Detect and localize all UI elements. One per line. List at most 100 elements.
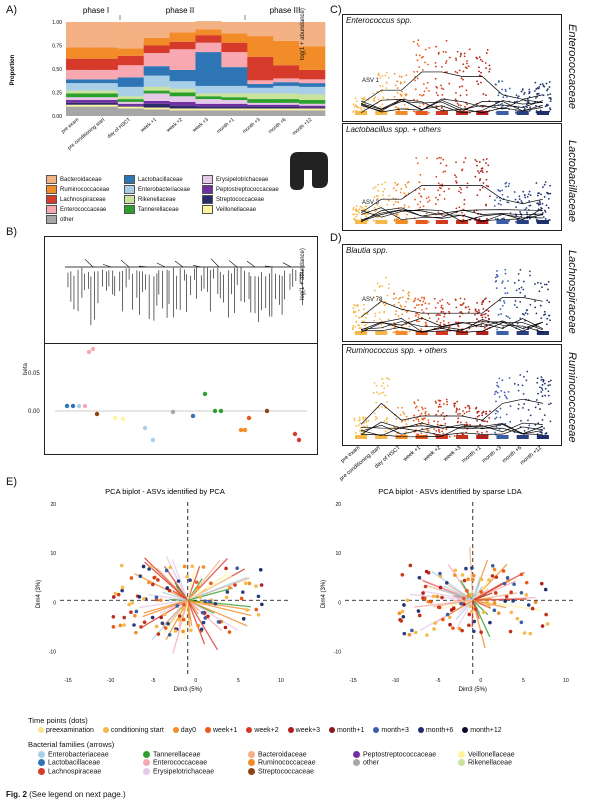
- a-bar-segment: [143, 45, 170, 54]
- abundance-dot: [447, 321, 450, 324]
- sample-dot: [203, 616, 208, 620]
- sample-dot: [421, 596, 425, 600]
- abundance-dot: [520, 200, 523, 202]
- sample-dot: [528, 631, 533, 636]
- sample-dot: [160, 621, 165, 626]
- abundance-dot: [465, 94, 468, 96]
- abundance-dot: [382, 194, 384, 197]
- a-bar-segment: [143, 53, 170, 67]
- abundance-dot: [513, 304, 516, 306]
- a-bar-segment: [273, 108, 300, 111]
- abundance-dot: [541, 395, 544, 397]
- sample-dot: [494, 591, 498, 595]
- abundance-dot: [485, 412, 487, 415]
- abundance-dot: [378, 286, 381, 288]
- abundance-dot: [541, 389, 544, 391]
- abundance-dot: [528, 109, 531, 112]
- abundance-dot: [458, 315, 461, 318]
- abundance-dot: [373, 319, 376, 322]
- abundance-dot: [463, 52, 466, 55]
- abundance-dot: [528, 92, 530, 95]
- abundance-dot: [394, 181, 397, 184]
- sample-dot: [260, 602, 264, 607]
- panel-d-label: D): [330, 232, 342, 244]
- abundance-dot: [458, 190, 460, 193]
- sample-dot: [421, 591, 425, 595]
- abundance-dot: [407, 292, 410, 295]
- abundance-dot: [504, 182, 507, 185]
- abundance-dot: [357, 424, 360, 426]
- abundance-dot: [488, 70, 491, 73]
- a-bar-segment: [247, 93, 274, 100]
- abundance-dot: [515, 94, 518, 97]
- abundance-dot: [518, 287, 521, 290]
- abundance-dot: [405, 431, 407, 434]
- abundance-dot: [548, 219, 551, 221]
- abundance-dot: [418, 181, 421, 184]
- abundance-dot: [547, 394, 550, 397]
- abundance-dot: [528, 204, 531, 207]
- abundance-dot: [363, 303, 365, 306]
- a-bar-segment: [117, 105, 144, 107]
- abundance-dot: [462, 161, 465, 164]
- sample-dot: [511, 599, 515, 603]
- a-bar-segment: [66, 47, 93, 59]
- abundance-dot: [467, 404, 470, 407]
- abundance-dot: [513, 191, 516, 193]
- abundance-dot: [405, 323, 408, 326]
- abundance-dot: [424, 48, 427, 51]
- abundance-dot: [520, 90, 523, 93]
- sample-dot: [127, 602, 131, 607]
- a-bar-segment: [247, 106, 274, 109]
- abundance-dot: [373, 97, 375, 100]
- abundance-dot: [479, 58, 482, 61]
- abundance-dot: [382, 302, 385, 305]
- abundance-dot: [363, 107, 366, 110]
- abundance-dot: [435, 413, 437, 416]
- a-bar-segment: [299, 46, 326, 70]
- sample-dot: [471, 577, 475, 582]
- abundance-dot: [462, 63, 465, 66]
- a-xlabel: week +2: [166, 117, 184, 134]
- sample-dot: [402, 631, 407, 636]
- abundance-dot: [517, 384, 520, 386]
- caption-bold: Fig. 2: [6, 790, 27, 799]
- beta-point: [246, 415, 252, 421]
- abundance-dot: [539, 431, 542, 434]
- abundance-dot: [549, 100, 552, 103]
- sample-dot: [182, 564, 187, 569]
- abundance-dot: [418, 320, 420, 323]
- a-bar-segment: [221, 22, 248, 34]
- abundance-dot: [535, 104, 537, 107]
- abundance-dot: [443, 323, 445, 326]
- abundance-dot: [467, 311, 470, 314]
- a-bar-segment: [169, 81, 196, 89]
- sample-dot: [462, 578, 467, 583]
- abundance-dot: [445, 51, 447, 54]
- sample-dot: [502, 581, 507, 586]
- abundance-dot: [388, 194, 391, 197]
- a-bar-segment: [221, 52, 248, 68]
- abundance-dot: [544, 387, 547, 390]
- sample-dot: [465, 589, 469, 593]
- abundance-dot: [418, 299, 421, 302]
- abundance-dot: [448, 435, 451, 438]
- abundance-dot: [459, 104, 462, 107]
- abundance-dot: [398, 75, 401, 78]
- abundance-dot: [360, 106, 363, 109]
- a-bar-segment: [117, 103, 144, 106]
- a-bar-segment: [66, 79, 93, 84]
- abundance-dot: [502, 96, 505, 99]
- panel-a-figure: 0.00 0.25 0.50 0.75 1.00 Proportion phase I pha…: [10, 6, 328, 190]
- a-bar-segment: [247, 22, 274, 37]
- abundance-dot: [381, 285, 384, 287]
- abundance-dot: [474, 175, 477, 178]
- abundance-dot: [377, 393, 380, 396]
- a-bar-segment: [117, 106, 144, 109]
- sample-dot: [118, 623, 123, 628]
- abundance-dot: [419, 206, 422, 209]
- abundance-dot: [425, 197, 428, 200]
- abundance-dot: [477, 83, 480, 86]
- sample-dot: [397, 611, 402, 616]
- abundance-dot: [481, 316, 484, 319]
